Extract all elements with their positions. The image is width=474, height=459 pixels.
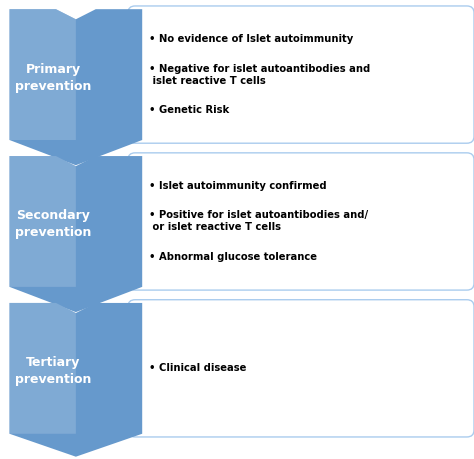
FancyBboxPatch shape: [128, 300, 474, 437]
Text: • Clinical disease: • Clinical disease: [149, 364, 246, 373]
Text: • Abnormal glucose tolerance: • Abnormal glucose tolerance: [149, 252, 317, 262]
Polygon shape: [9, 303, 142, 457]
Text: Primary
prevention: Primary prevention: [15, 62, 91, 93]
FancyBboxPatch shape: [128, 6, 474, 143]
Text: • Genetic Risk: • Genetic Risk: [149, 105, 229, 115]
Text: • Islet autoimmunity confirmed: • Islet autoimmunity confirmed: [149, 181, 327, 191]
Polygon shape: [9, 156, 142, 312]
Polygon shape: [9, 156, 76, 287]
Polygon shape: [9, 9, 142, 165]
FancyBboxPatch shape: [128, 153, 474, 290]
Text: • No evidence of Islet autoimmunity: • No evidence of Islet autoimmunity: [149, 34, 354, 44]
Text: • Negative for islet autoantibodies and
 islet reactive T cells: • Negative for islet autoantibodies and …: [149, 64, 371, 85]
Polygon shape: [9, 9, 76, 140]
Text: Tertiary
prevention: Tertiary prevention: [15, 356, 91, 386]
Polygon shape: [9, 303, 76, 434]
Text: • Positive for islet autoantibodies and/
 or islet reactive T cells: • Positive for islet autoantibodies and/…: [149, 211, 368, 232]
Text: Secondary
prevention: Secondary prevention: [15, 209, 91, 240]
